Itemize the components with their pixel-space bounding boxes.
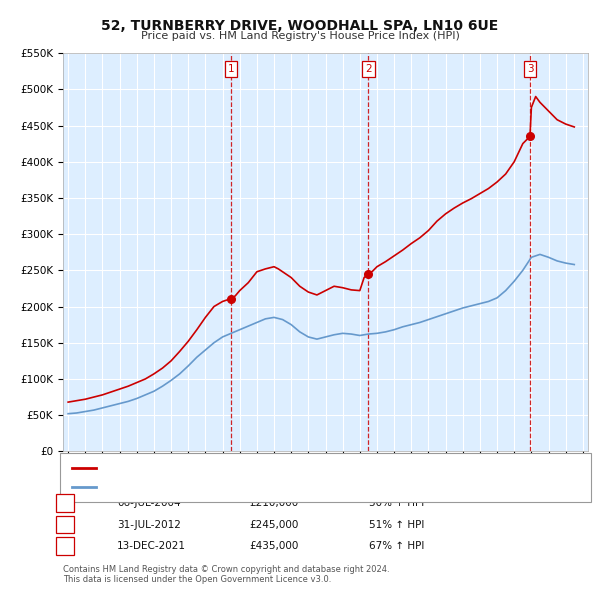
Text: £210,000: £210,000	[249, 498, 298, 507]
Text: 30% ↑ HPI: 30% ↑ HPI	[369, 498, 424, 507]
Text: £435,000: £435,000	[249, 542, 298, 551]
Text: 3: 3	[61, 542, 68, 551]
Text: Price paid vs. HM Land Registry's House Price Index (HPI): Price paid vs. HM Land Registry's House …	[140, 31, 460, 41]
Text: 2: 2	[61, 520, 68, 529]
Text: 2: 2	[365, 64, 372, 74]
Text: 1: 1	[61, 498, 68, 507]
Text: 67% ↑ HPI: 67% ↑ HPI	[369, 542, 424, 551]
Text: 06-JUL-2004: 06-JUL-2004	[117, 498, 181, 507]
Text: £245,000: £245,000	[249, 520, 298, 529]
Text: 31-JUL-2012: 31-JUL-2012	[117, 520, 181, 529]
Text: 1: 1	[228, 64, 235, 74]
Text: 52, TURNBERRY DRIVE, WOODHALL SPA, LN10 6UE (detached house): 52, TURNBERRY DRIVE, WOODHALL SPA, LN10 …	[102, 463, 441, 473]
Text: 52, TURNBERRY DRIVE, WOODHALL SPA, LN10 6UE: 52, TURNBERRY DRIVE, WOODHALL SPA, LN10 …	[101, 19, 499, 33]
Text: 3: 3	[527, 64, 533, 74]
Text: 51% ↑ HPI: 51% ↑ HPI	[369, 520, 424, 529]
Text: Contains HM Land Registry data © Crown copyright and database right 2024.
This d: Contains HM Land Registry data © Crown c…	[63, 565, 389, 584]
Text: HPI: Average price, detached house, East Lindsey: HPI: Average price, detached house, East…	[102, 482, 344, 492]
Text: 13-DEC-2021: 13-DEC-2021	[117, 542, 186, 551]
